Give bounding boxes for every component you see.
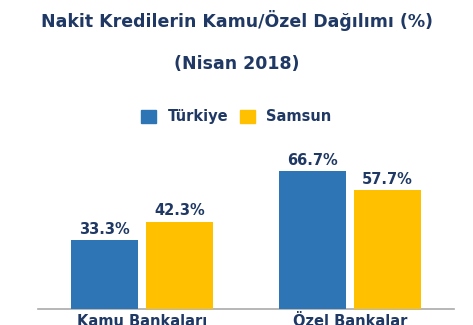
Text: (Nisan 2018): (Nisan 2018) [174,55,299,73]
Bar [146,222,213,309]
Text: 57.7%: 57.7% [362,172,413,187]
Text: 33.3%: 33.3% [79,222,130,237]
Bar [354,190,421,309]
Text: 66.7%: 66.7% [287,153,338,168]
Bar [71,240,138,309]
Text: 42.3%: 42.3% [154,203,205,218]
Text: Nakit Kredilerin Kamu/Özel Dağılımı (%): Nakit Kredilerin Kamu/Özel Dağılımı (%) [41,10,432,31]
Bar [279,171,346,309]
Legend: Türkiye, Samsun: Türkiye, Samsun [137,105,336,129]
